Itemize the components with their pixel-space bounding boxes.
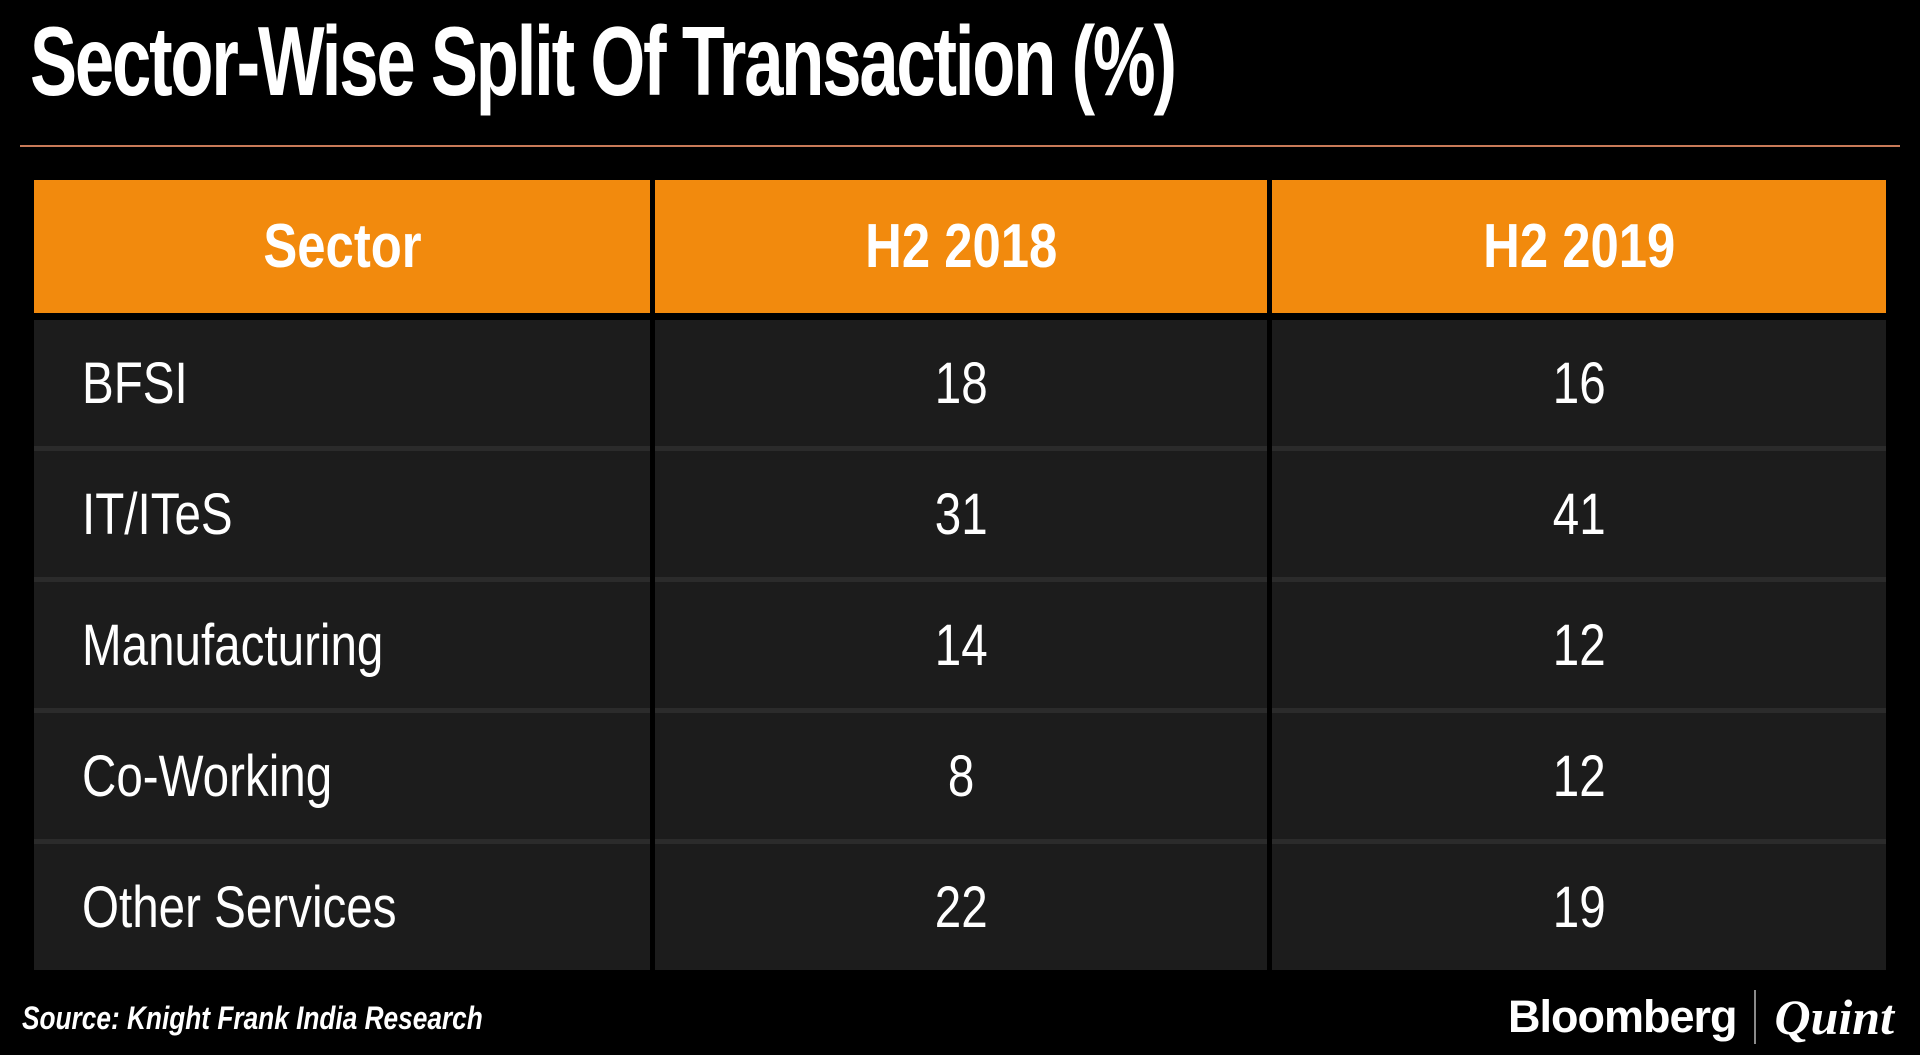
- value-h2-2019: 41: [1272, 451, 1886, 577]
- table-header-row: Sector H2 2018 H2 2019: [34, 180, 1886, 313]
- value-h2-2018: 18: [655, 320, 1267, 446]
- row-divider: [34, 708, 1886, 713]
- table-row: Manufacturing 14 12: [34, 582, 1886, 708]
- sector-split-table: Sector H2 2018 H2 2019 BFSI 18 16 IT/ITe…: [34, 180, 1886, 970]
- header-cell-h2-2018: H2 2018: [655, 180, 1267, 313]
- row-divider: [34, 577, 1886, 582]
- value-h2-2018: 22: [655, 844, 1267, 970]
- row-divider: [34, 839, 1886, 844]
- bloomberg-logo: Bloomberg: [1507, 991, 1738, 1042]
- table-row: IT/ITeS 31 41: [34, 451, 1886, 577]
- quint-logo: Quint: [1774, 989, 1894, 1045]
- row-label: Manufacturing: [34, 582, 650, 708]
- row-label: Co-Working: [34, 713, 650, 839]
- source-credit: Source: Knight Frank India Research: [22, 1000, 483, 1036]
- value-h2-2019: 19: [1272, 844, 1886, 970]
- page-title: Sector-Wise Split Of Transaction (%): [30, 6, 1177, 116]
- row-divider: [34, 446, 1886, 451]
- header-cell-h2-2019: H2 2019: [1272, 180, 1886, 313]
- value-h2-2018: 14: [655, 582, 1267, 708]
- logo-separator: [1754, 990, 1757, 1044]
- row-label: BFSI: [34, 320, 650, 446]
- value-h2-2018: 31: [655, 451, 1267, 577]
- value-h2-2019: 16: [1272, 320, 1886, 446]
- row-label: IT/ITeS: [34, 451, 650, 577]
- value-h2-2018: 8: [655, 713, 1267, 839]
- row-label: Other Services: [34, 844, 650, 970]
- value-h2-2019: 12: [1272, 713, 1886, 839]
- value-h2-2019: 12: [1272, 582, 1886, 708]
- table-row: Co-Working 8 12: [34, 713, 1886, 839]
- title-underline-rule: [20, 145, 1900, 147]
- header-cell-sector: Sector: [34, 180, 650, 313]
- table-row: Other Services 22 19: [34, 844, 1886, 970]
- publisher-logo: Bloomberg Quint: [1508, 988, 1894, 1046]
- table-row: BFSI 18 16: [34, 320, 1886, 446]
